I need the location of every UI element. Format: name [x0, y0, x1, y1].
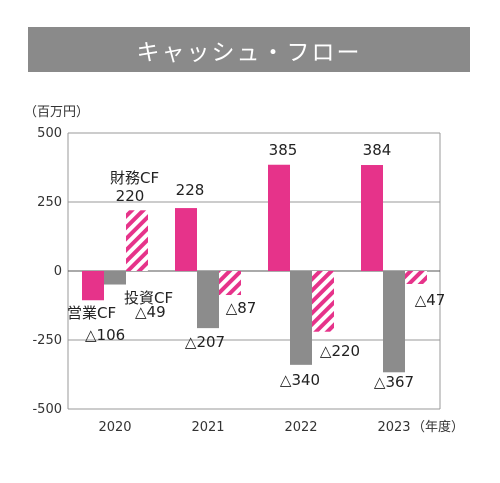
data-label: △220: [320, 342, 360, 360]
bar-営業CF: [361, 165, 383, 271]
bar-投資CF: [290, 271, 312, 365]
chart-title: キャッシュ・フロー: [136, 39, 362, 66]
data-label: 384: [363, 141, 392, 159]
chart-title-bar: キャッシュ・フロー: [28, 27, 470, 72]
x-tick-label: 2020: [98, 420, 131, 435]
bar-財務CF: [126, 210, 148, 271]
x-tick-label: 2023: [377, 420, 410, 435]
data-label: △87: [226, 299, 257, 317]
y-tick-label: 500: [37, 126, 62, 141]
y-tick-label: -250: [32, 333, 62, 348]
x-unit-label: （年度）: [412, 419, 464, 435]
data-label: △207: [185, 333, 225, 351]
bar-営業CF: [175, 208, 197, 271]
data-label: △106: [85, 326, 125, 344]
bar-財務CF: [219, 271, 241, 296]
y-tick-label: 250: [37, 195, 62, 210]
y-unit-label: （百万円）: [24, 105, 89, 120]
data-label: △340: [280, 371, 320, 389]
data-label: △49: [135, 303, 166, 321]
y-tick-label: -500: [32, 402, 62, 417]
series-label: 営業CF: [67, 304, 116, 322]
y-tick-label: 0: [54, 264, 62, 279]
bar-投資CF: [383, 271, 405, 373]
data-label: 220: [116, 187, 145, 205]
data-label: △367: [374, 373, 414, 391]
series-label: 投資CF: [124, 289, 173, 307]
data-label: 228: [176, 181, 205, 199]
x-tick-label: 2022: [284, 420, 317, 435]
data-label: △47: [415, 291, 446, 309]
series-label: 財務CF: [110, 169, 159, 187]
x-tick-label: 2021: [191, 420, 224, 435]
bar-財務CF: [312, 271, 334, 332]
data-label: 385: [269, 141, 298, 159]
bar-財務CF: [405, 271, 427, 284]
bar-営業CF: [268, 164, 290, 271]
bar-営業CF: [82, 271, 104, 301]
bar-投資CF: [197, 271, 219, 329]
bar-投資CF: [104, 271, 126, 285]
